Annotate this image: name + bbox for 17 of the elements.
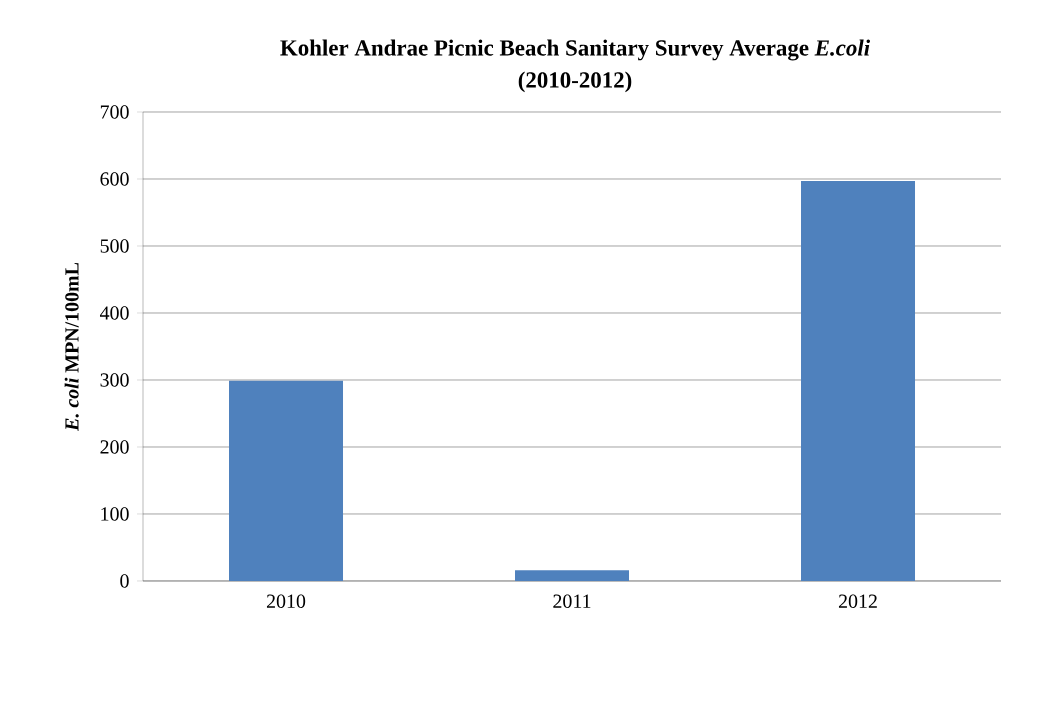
- y-tick-label: 500: [100, 239, 129, 253]
- bar: [229, 380, 344, 581]
- y-tick-label: 0: [120, 574, 129, 588]
- bar: [801, 181, 916, 581]
- y-axis-title: E. coli MPN/100mL: [64, 262, 79, 432]
- y-tick-label: 400: [99, 306, 129, 320]
- x-tick-label: 2010: [266, 594, 306, 608]
- y-tick-label: 600: [100, 172, 129, 186]
- y-tick-label: 700: [100, 105, 129, 119]
- chart-title: Kohler Andrae Picnic Beach Sanitary Survey Average E.coli: [280, 39, 870, 61]
- chart-subtitle: (2010-2012): [518, 71, 632, 93]
- x-tick-label: 2011: [553, 594, 591, 608]
- y-tick-label: 100: [101, 507, 129, 521]
- bar: [515, 570, 630, 581]
- x-tick-label: 2012: [838, 594, 877, 608]
- y-tick-label: 300: [100, 373, 129, 387]
- y-tick-label: 200: [100, 440, 129, 454]
